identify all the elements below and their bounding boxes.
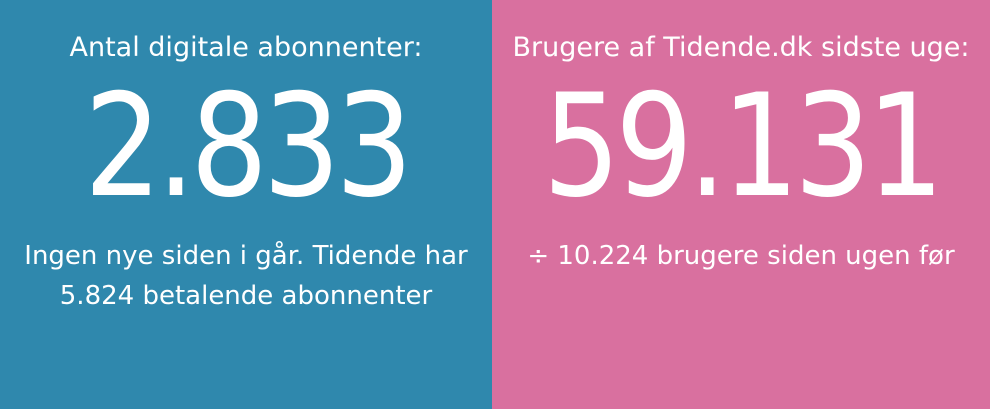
digital-subscribers-note-line-1: Ingen nye siden i går. Tidende har xyxy=(24,241,468,271)
digital-subscribers-note-line-2: 5.824 betalende abonnenter xyxy=(59,281,433,311)
digital-subscribers-title: Antal digitale abonnenter: xyxy=(69,32,423,63)
weekly-users-note: ÷ 10.224 brugere siden ugen før xyxy=(492,236,990,276)
digital-subscribers-note: Ingen nye siden i går. Tidende har 5.824… xyxy=(0,236,492,316)
digital-subscribers-panel: Antal digitale abonnenter: 2.833 Ingen n… xyxy=(0,0,492,409)
weekly-users-note-line-1: ÷ 10.224 brugere siden ugen før xyxy=(527,241,955,271)
digital-subscribers-count: 2.833 xyxy=(84,64,413,229)
weekly-users-panel: Brugere af Tidende.dk sidste uge: 59.131… xyxy=(492,0,990,409)
weekly-users-title: Brugere af Tidende.dk sidste uge: xyxy=(512,32,970,63)
weekly-users-count: 59.131 xyxy=(542,64,945,229)
